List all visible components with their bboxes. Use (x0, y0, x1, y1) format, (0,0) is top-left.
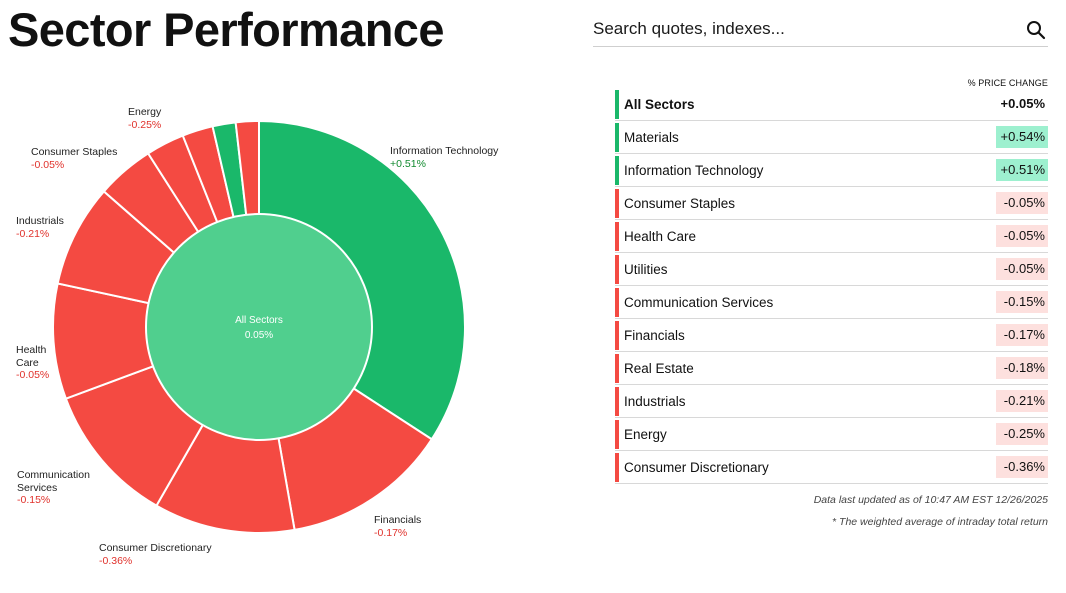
center-circle[interactable] (145, 213, 373, 441)
sector-row[interactable]: All Sectors +0.05% (615, 88, 1048, 121)
sector-name[interactable]: Materials (624, 130, 679, 145)
sector-row[interactable]: Real Estate -0.18% (615, 352, 1048, 385)
label-value: -0.21% (16, 227, 50, 240)
outer-ring (52, 119, 466, 534)
label-value: -0.05% (16, 369, 50, 381)
label-name: Consumer Discretionary (99, 542, 212, 554)
positive-indicator-bar (615, 123, 619, 152)
label-value: -0.15% (17, 494, 51, 506)
price-change-value: -0.05% (996, 258, 1048, 280)
sector-row[interactable]: Utilities -0.05% (615, 253, 1048, 286)
price-change-header: % PRICE CHANGE (967, 78, 1048, 88)
sector-row[interactable]: Industrials -0.21% (615, 385, 1048, 418)
label-consumer-staples: Consumer Staples -0.05% (31, 146, 117, 171)
sector-name[interactable]: Health Care (624, 229, 697, 244)
label-name: Financials (374, 514, 422, 526)
label-name: Energy (128, 106, 162, 118)
price-change-value: -0.25% (996, 423, 1048, 445)
sector-name[interactable]: Real Estate (624, 361, 694, 376)
label-energy: Energy -0.25% (128, 106, 161, 131)
sector-row[interactable]: Energy -0.25% (615, 418, 1048, 451)
label-value: +0.51% (390, 157, 426, 170)
label-name: Health (16, 344, 47, 356)
negative-indicator-bar (615, 321, 619, 350)
sector-name[interactable]: Utilities (624, 262, 668, 277)
sector-row[interactable]: Materials +0.54% (615, 121, 1048, 154)
label-value: -0.05% (31, 158, 65, 171)
center-label: All Sectors (235, 315, 283, 326)
price-change-value: -0.21% (996, 390, 1048, 412)
sector-row[interactable]: Consumer Staples -0.05% (615, 187, 1048, 220)
label-value: -0.36% (99, 554, 133, 567)
label-value: -0.17% (374, 526, 408, 539)
sector-name[interactable]: All Sectors (624, 97, 695, 112)
label-industrials: Industrials -0.21% (16, 215, 64, 240)
price-change-value: -0.17% (996, 324, 1048, 346)
sector-row[interactable]: Financials -0.17% (615, 319, 1048, 352)
negative-indicator-bar (615, 189, 619, 218)
label-name: Consumer Staples (31, 146, 118, 158)
negative-indicator-bar (615, 387, 619, 416)
sector-name[interactable]: Consumer Staples (624, 196, 736, 211)
negative-indicator-bar (615, 288, 619, 317)
search-bar (593, 12, 1048, 47)
negative-indicator-bar (615, 255, 619, 284)
label-name: Care (16, 356, 39, 369)
sector-row[interactable]: Communication Services -0.15% (615, 286, 1048, 319)
sector-donut-chart: All Sectors 0.05% (52, 119, 466, 534)
negative-indicator-bar (615, 420, 619, 449)
sector-row[interactable]: Consumer Discretionary -0.36% (615, 451, 1048, 484)
negative-indicator-bar (615, 354, 619, 383)
sector-name[interactable]: Energy (624, 427, 667, 442)
label-consumer-discretionary: Consumer Discretionary -0.36% (99, 542, 212, 567)
data-updated-note: Data last updated as of 10:47 AM EST 12/… (813, 494, 1048, 506)
center-value: 0.05% (245, 330, 273, 341)
negative-indicator-bar (615, 222, 619, 251)
sector-name[interactable]: Industrials (624, 394, 686, 409)
sector-table: All Sectors +0.05% Materials +0.54% Informat… (615, 88, 1048, 484)
negative-indicator-bar (615, 453, 619, 482)
label-name: Communication (17, 469, 90, 481)
positive-indicator-bar (615, 90, 619, 119)
sector-name[interactable]: Information Technology (624, 163, 764, 178)
price-change-value: +0.05% (1000, 96, 1045, 111)
price-change-value: -0.05% (996, 225, 1048, 247)
search-input[interactable] (593, 16, 1013, 42)
price-change-value: -0.18% (996, 357, 1048, 379)
label-communication-services: Communication Services -0.15% (17, 469, 90, 507)
weighted-average-note: * The weighted average of intraday total… (832, 516, 1048, 528)
sector-name[interactable]: Financials (624, 328, 685, 343)
price-change-value: +0.51% (996, 159, 1048, 181)
sector-row[interactable]: Information Technology +0.51% (615, 154, 1048, 187)
price-change-value: +0.54% (996, 126, 1048, 148)
label-health-care: Health Care -0.05% (16, 344, 49, 382)
price-change-value: -0.36% (996, 456, 1048, 478)
label-name: Services (17, 481, 58, 494)
label-name: Industrials (16, 215, 64, 227)
label-value: -0.25% (128, 118, 162, 131)
price-change-value: -0.05% (996, 192, 1048, 214)
sector-name[interactable]: Communication Services (624, 295, 774, 310)
label-information-technology: Information Technology +0.51% (390, 145, 498, 170)
page-title: Sector Performance (8, 3, 444, 56)
sector-row[interactable]: Health Care -0.05% (615, 220, 1048, 253)
label-name: Information Technology (390, 145, 499, 157)
label-financials: Financials -0.17% (374, 514, 421, 539)
sector-name[interactable]: Consumer Discretionary (624, 460, 769, 475)
search-icon[interactable] (1026, 20, 1046, 40)
price-change-value: -0.15% (996, 291, 1048, 313)
positive-indicator-bar (615, 156, 619, 185)
